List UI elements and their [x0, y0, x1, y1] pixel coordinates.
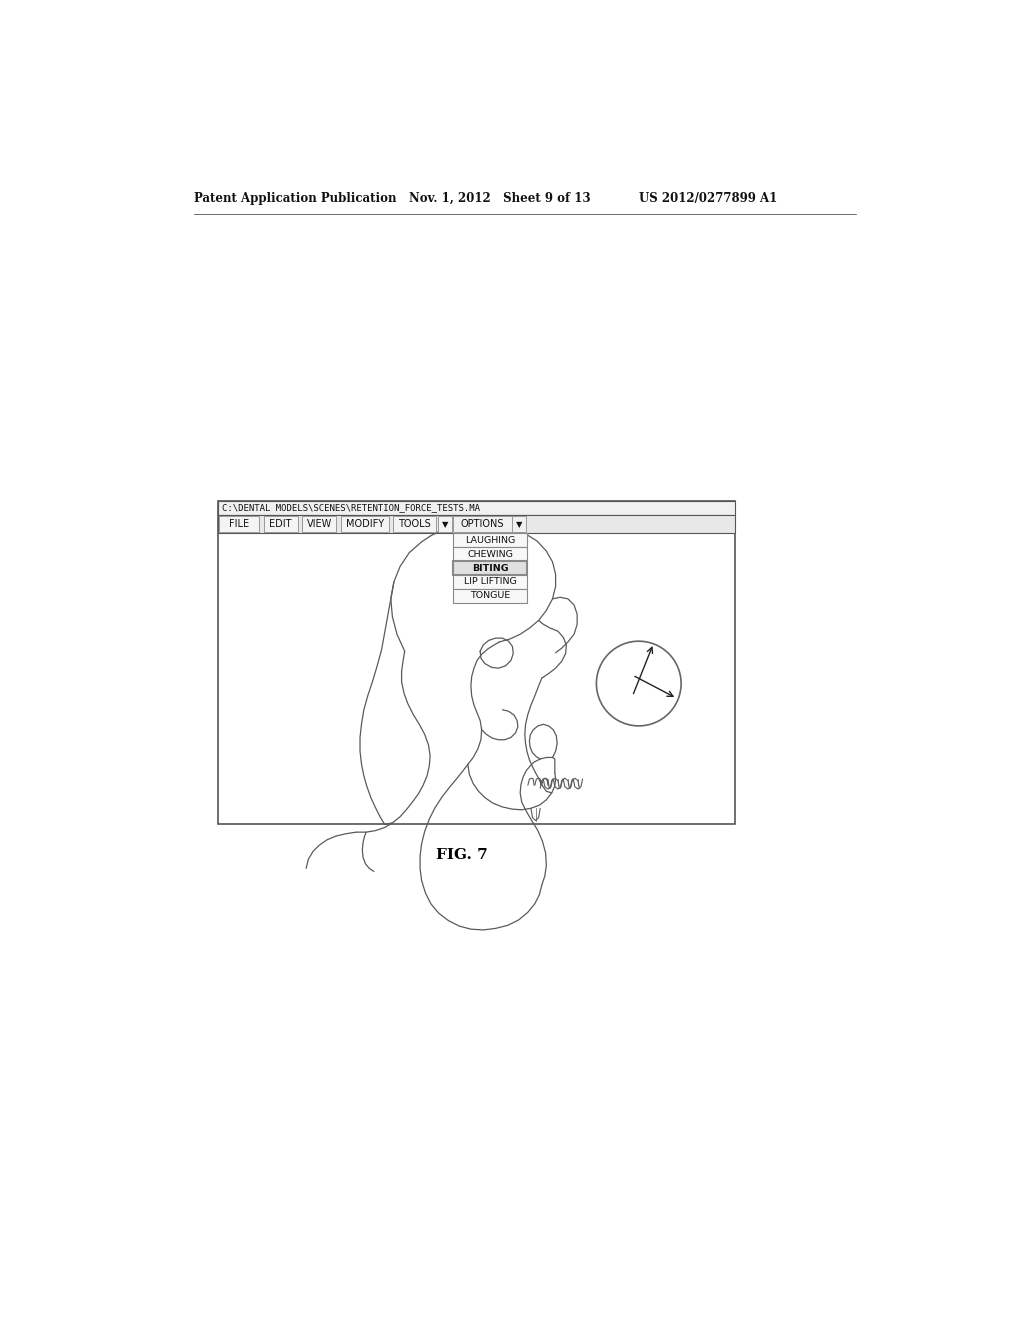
- Bar: [454, 589, 527, 603]
- Text: BITING: BITING: [472, 564, 509, 573]
- Text: EDIT: EDIT: [269, 519, 292, 529]
- Bar: [454, 576, 527, 589]
- Bar: [454, 561, 527, 576]
- Text: US 2012/0277899 A1: US 2012/0277899 A1: [639, 191, 777, 205]
- Bar: [217, 502, 735, 515]
- Text: TONGUE: TONGUE: [470, 591, 510, 601]
- Text: LIP LIFTING: LIP LIFTING: [464, 577, 516, 586]
- Text: Nov. 1, 2012   Sheet 9 of 13: Nov. 1, 2012 Sheet 9 of 13: [410, 191, 591, 205]
- Text: TOOLS: TOOLS: [398, 519, 431, 529]
- Bar: [393, 516, 436, 532]
- Bar: [219, 516, 259, 532]
- Bar: [264, 516, 298, 532]
- Text: MODIFY: MODIFY: [345, 519, 384, 529]
- Bar: [302, 516, 336, 532]
- Text: FIG. 7: FIG. 7: [436, 849, 487, 862]
- Bar: [454, 516, 512, 532]
- Text: LAUGHING: LAUGHING: [465, 536, 515, 545]
- Bar: [438, 516, 452, 532]
- Text: ▼: ▼: [516, 520, 522, 528]
- Bar: [341, 516, 388, 532]
- Text: Patent Application Publication: Patent Application Publication: [194, 191, 396, 205]
- Text: ▼: ▼: [441, 520, 447, 528]
- Bar: [217, 502, 735, 825]
- Text: OPTIONS: OPTIONS: [461, 519, 504, 529]
- Text: FILE: FILE: [229, 519, 249, 529]
- Bar: [217, 515, 735, 533]
- Text: VIEW: VIEW: [306, 519, 332, 529]
- Bar: [454, 533, 527, 548]
- Bar: [512, 516, 526, 532]
- Bar: [454, 548, 527, 561]
- Text: CHEWING: CHEWING: [467, 549, 513, 558]
- Text: C:\DENTAL MODELS\SCENES\RETENTION_FORCE_TESTS.MA: C:\DENTAL MODELS\SCENES\RETENTION_FORCE_…: [222, 503, 480, 512]
